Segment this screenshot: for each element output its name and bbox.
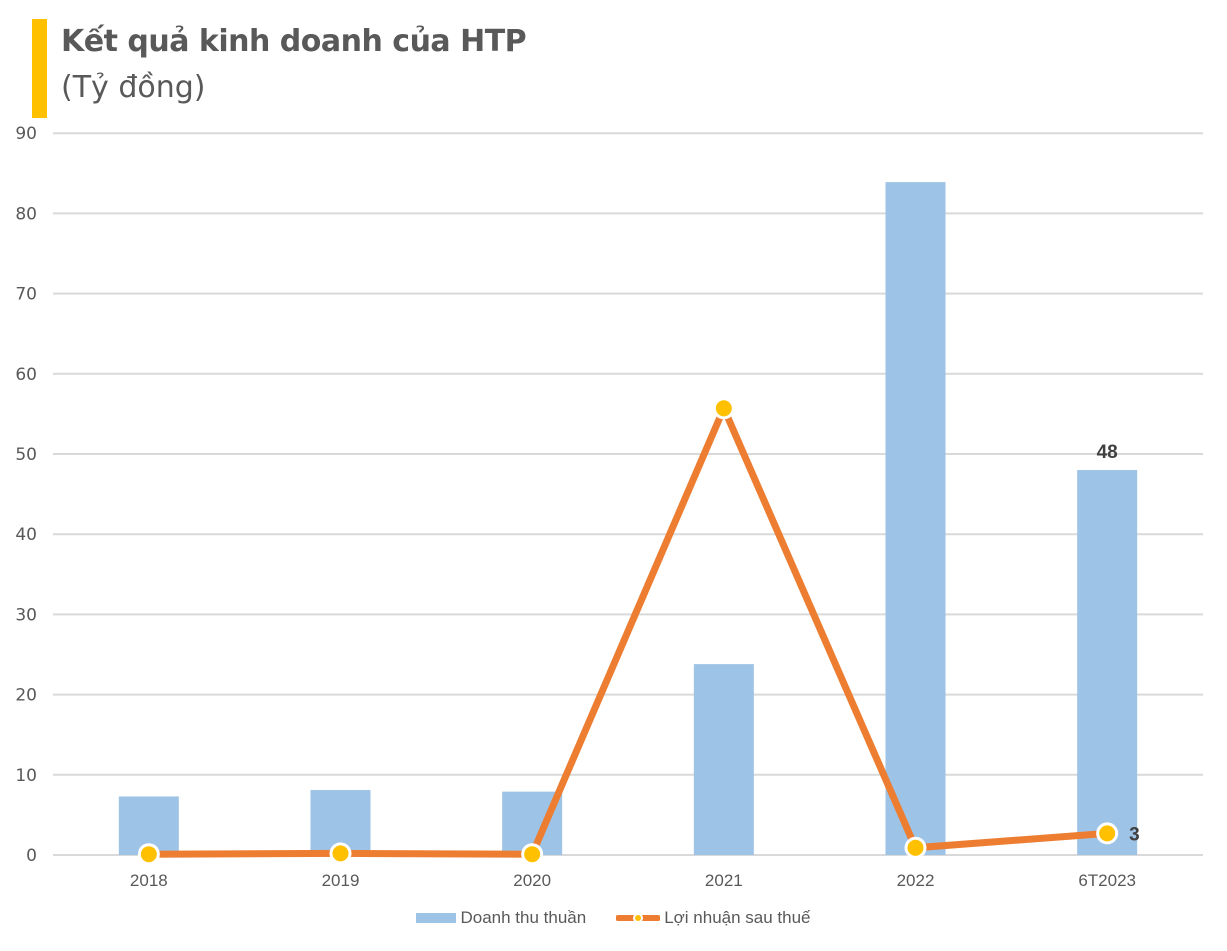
x-tick-label: 2018 — [130, 871, 168, 890]
revenue-data-label: 48 — [1097, 442, 1118, 463]
x-tick-label: 6T2023 — [1078, 871, 1136, 890]
revenue-bar — [1077, 470, 1138, 855]
profit-marker — [140, 846, 157, 863]
y-tick-label: 30 — [15, 605, 37, 625]
revenue-bar — [693, 664, 754, 855]
y-tick-label: 40 — [15, 525, 37, 545]
x-tick-label: 2021 — [705, 871, 743, 890]
gridlines — [53, 132, 1203, 856]
profit-polyline — [148, 399, 1108, 858]
profit-data-label: 3 — [1129, 824, 1140, 845]
profit-marker — [715, 400, 732, 417]
chart-title: Kết quả kinh doanh của HTP — [61, 24, 527, 59]
y-tick-label: 70 — [15, 285, 37, 305]
line-marker-swatch-icon — [616, 913, 661, 923]
x-axis-ticks: 2018 2019 2020 2021 2022 6T2023 — [130, 871, 1136, 890]
profit-marker — [907, 839, 924, 856]
revenue-bars — [118, 182, 1138, 855]
profit-marker — [524, 846, 541, 863]
chart-subtitle: (Tỷ đồng) — [61, 70, 206, 105]
legend: Doanh thu thuần Lợi nhuận sau thuế — [0, 908, 1227, 928]
y-tick-label: 60 — [15, 365, 37, 385]
title-accent-bar — [32, 19, 47, 118]
y-tick-label: 10 — [15, 766, 37, 786]
x-tick-label: 2019 — [322, 871, 360, 890]
profit-marker — [332, 845, 349, 862]
legend-item-revenue: Doanh thu thuần — [416, 908, 586, 928]
legend-label-revenue: Doanh thu thuần — [460, 908, 587, 927]
data-labels: 48 3 — [1097, 442, 1140, 845]
y-tick-label: 0 — [26, 846, 37, 866]
y-axis-ticks: 0 10 20 30 40 50 60 70 80 90 — [15, 124, 37, 866]
y-tick-label: 90 — [15, 124, 37, 144]
x-tick-label: 2022 — [897, 871, 935, 890]
legend-item-profit: Lợi nhuận sau thuế — [616, 908, 811, 928]
legend-label-profit: Lợi nhuận sau thuế — [664, 908, 811, 927]
profit-line — [137, 397, 1119, 866]
bar-swatch-icon — [416, 913, 457, 923]
profit-marker — [1099, 825, 1116, 842]
revenue-bar — [885, 182, 946, 855]
y-tick-label: 50 — [15, 445, 37, 465]
y-tick-label: 80 — [15, 204, 37, 224]
x-tick-label: 2020 — [513, 871, 551, 890]
y-tick-label: 20 — [15, 686, 37, 706]
